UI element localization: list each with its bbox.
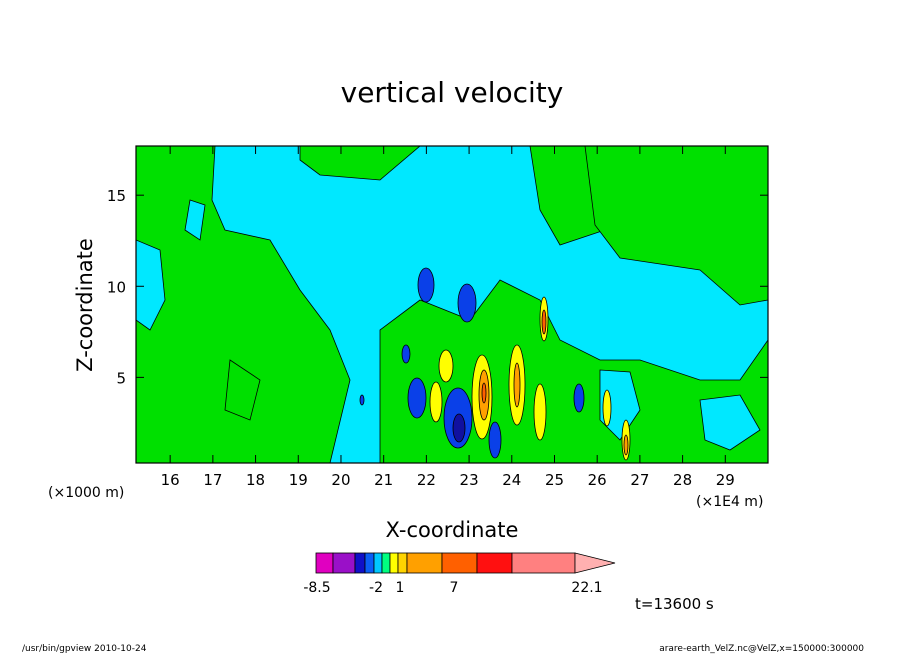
field-region-green <box>224 359 261 421</box>
field-cell-negative <box>407 377 427 419</box>
time-label: t=13600 s <box>635 595 714 613</box>
field-cell-positive <box>623 434 629 456</box>
colorbar-segment <box>441 552 478 574</box>
colorbar-segment <box>397 552 408 574</box>
x-tick-label: 26 <box>588 471 607 489</box>
field-cell-positive <box>513 362 521 408</box>
footer-right: arare-earth_VelZ.nc@VelZ,x=150000:300000 <box>659 644 864 654</box>
field-cell-positive <box>533 383 547 441</box>
colorbar-segment <box>511 552 576 574</box>
field-cell-positive <box>541 309 547 335</box>
colorbar-segment <box>332 552 356 574</box>
x-tick-label: 22 <box>417 471 436 489</box>
colorbar-segment <box>364 552 375 574</box>
field-cell-negative <box>573 383 585 413</box>
x-tick-label: 27 <box>630 471 649 489</box>
colorbar-segment <box>381 552 391 574</box>
footer-left: /usr/bin/gpview 2010-10-24 <box>22 644 147 654</box>
field-cell-negative <box>488 421 502 459</box>
x-tick-label: 18 <box>246 471 265 489</box>
field-region-green <box>299 146 421 181</box>
field-cell-negative <box>452 413 466 443</box>
colorbar-tick-label: -2 <box>369 580 383 596</box>
colorbar-arrow <box>574 552 616 574</box>
chart-title: vertical velocity <box>341 76 564 109</box>
y-tick-label: 10 <box>107 278 126 296</box>
colorbar-segment <box>406 552 443 574</box>
colorbar-ticks: -8.5 -2 1 7 22.1 <box>303 580 602 596</box>
field-region-green <box>529 146 606 246</box>
plot-area <box>136 146 768 463</box>
field-region-cyan <box>136 239 166 331</box>
field-region-cyan <box>699 394 761 451</box>
colorbar <box>315 552 616 574</box>
colorbar-segment <box>389 552 399 574</box>
x-tick-label: 20 <box>331 471 350 489</box>
x-axis-ticks: 16 17 18 19 20 21 22 23 24 25 26 27 28 29 <box>161 146 735 489</box>
x-tick-label: 23 <box>460 471 479 489</box>
x-tick-label: 21 <box>374 471 393 489</box>
x-tick-label: 19 <box>289 471 308 489</box>
field-cell-positive <box>438 349 454 383</box>
colorbar-segment <box>315 552 334 574</box>
x-tick-label: 25 <box>545 471 564 489</box>
field-cell-negative <box>417 267 435 303</box>
x-tick-label: 16 <box>161 471 180 489</box>
colorbar-segment <box>354 552 366 574</box>
field-cell-positive <box>481 382 487 404</box>
colorbar-tick-label: 1 <box>396 580 405 596</box>
y-tick-label: 15 <box>107 187 126 205</box>
field-region-cyan <box>599 369 641 441</box>
field-cell-negative <box>401 344 411 364</box>
x-axis-label: X-coordinate <box>386 518 519 542</box>
y-axis-label: Z-coordinate <box>73 238 97 372</box>
x-unit-right: (×1E4 m) <box>696 494 763 510</box>
field-region-cyan <box>184 199 206 241</box>
field-cell-negative <box>359 394 365 406</box>
plot-frame <box>135 145 769 464</box>
x-tick-label: 24 <box>502 471 521 489</box>
field-cell-positive <box>429 381 443 423</box>
y-axis-ticks: 5 10 15 <box>107 187 768 387</box>
x-tick-label: 29 <box>716 471 735 489</box>
y-tick-label: 5 <box>116 369 126 387</box>
colorbar-segment <box>476 552 513 574</box>
field-region-green <box>584 146 768 306</box>
colorbar-tick-label: -8.5 <box>303 580 330 596</box>
colorbar-tick-label: 22.1 <box>571 580 602 596</box>
x-tick-label: 28 <box>673 471 692 489</box>
colorbar-segment <box>373 552 383 574</box>
field-cell-negative <box>457 283 477 323</box>
x-tick-label: 17 <box>203 471 222 489</box>
x-unit-left: (×1000 m) <box>48 485 124 501</box>
field-cell-positive <box>602 389 612 427</box>
colorbar-tick-label: 7 <box>450 580 459 596</box>
